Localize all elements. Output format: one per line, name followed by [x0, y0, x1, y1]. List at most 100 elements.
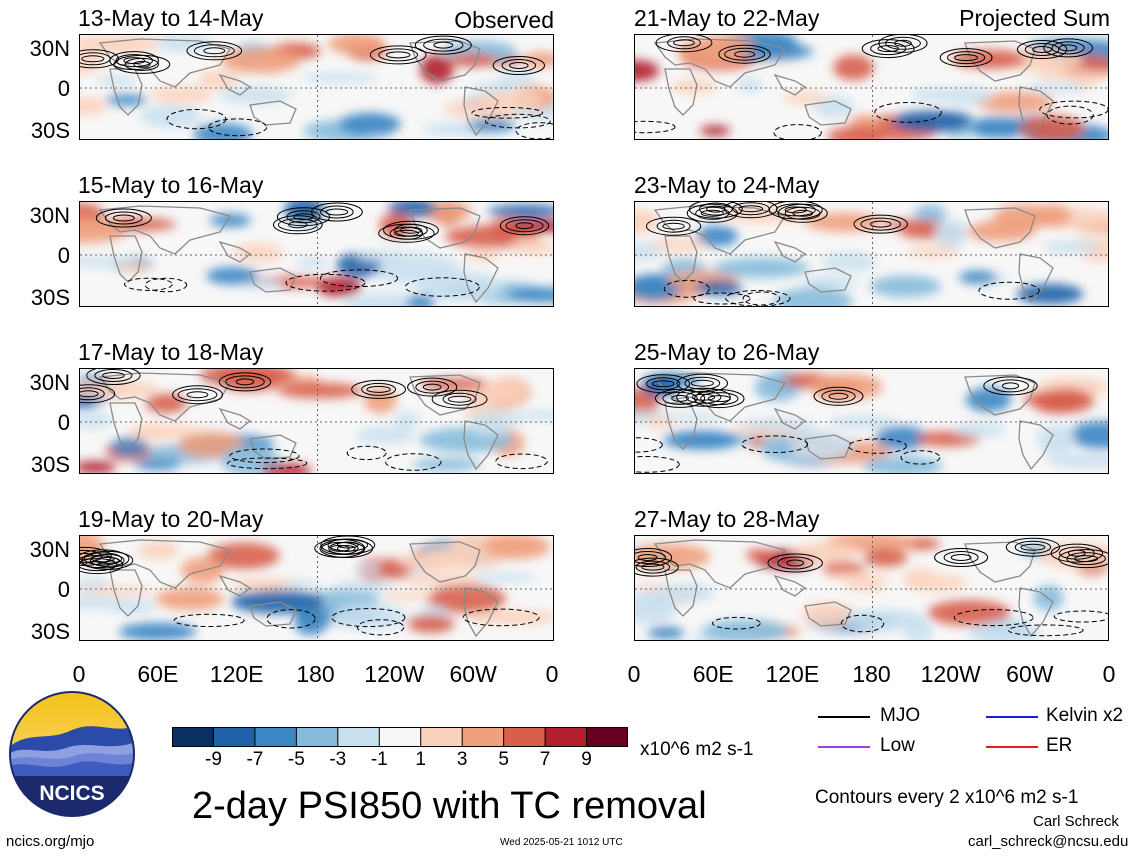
email[interactable]: carl_schreck@ncsu.edu — [968, 833, 1129, 850]
colorbar-tick-label: 9 — [581, 749, 592, 770]
x-tick-label: 120E — [209, 661, 264, 687]
mjo-contour — [104, 211, 143, 225]
mjo-contour — [366, 385, 391, 393]
mjo-contour — [877, 45, 899, 53]
colorbar-swatch — [586, 727, 628, 747]
mjo-contour-negative — [1053, 610, 1108, 623]
anomaly-blob — [328, 35, 386, 55]
anomaly-blob — [218, 86, 294, 104]
mjo-contour — [80, 558, 117, 572]
legend-label-er: ER — [1046, 735, 1073, 756]
anomaly-blob — [480, 379, 528, 404]
colorbar-swatch — [462, 727, 505, 747]
mjo-contour — [385, 51, 411, 59]
y-tick-0: 0 — [57, 76, 70, 101]
mjo-contour — [80, 549, 103, 563]
map-svg — [635, 369, 1108, 473]
mjo-contour — [662, 222, 685, 230]
mjo-contour — [786, 559, 805, 567]
anomaly-blob — [397, 552, 472, 570]
anomaly-field — [635, 203, 1108, 306]
coastline — [1018, 86, 1054, 137]
panel-title-6: 25-May to 26-May — [634, 339, 820, 365]
anomaly-blob — [80, 412, 114, 429]
panel-title-5: 17-May to 18-May — [78, 339, 264, 365]
mjo-contour — [939, 48, 993, 68]
mjo-contour — [102, 372, 125, 379]
mjo-contour — [1032, 46, 1053, 53]
mjo-contour — [112, 214, 135, 222]
legend-label-mjo: MJO — [880, 705, 921, 726]
map-panel — [79, 368, 554, 474]
anomaly-blob — [773, 287, 853, 306]
mjo-contour — [431, 389, 488, 409]
mjo-contour — [407, 377, 458, 397]
mjo-contour — [700, 392, 739, 406]
mjo-contour — [1059, 546, 1095, 560]
anomaly-field — [635, 536, 1108, 640]
anomaly-blob — [206, 266, 259, 285]
site-link[interactable]: ncics.org/mjo — [6, 833, 95, 850]
anomaly-blob — [822, 562, 866, 576]
mjo-contour — [80, 555, 124, 575]
coastline — [409, 374, 481, 416]
anomaly-blob — [140, 105, 202, 128]
mjo-contour-negative — [173, 613, 245, 628]
anomaly-blob — [407, 615, 455, 633]
mjo-contour — [94, 369, 133, 382]
anomaly-blob — [142, 424, 207, 438]
mjo-contour — [646, 377, 681, 391]
map-svg — [635, 536, 1108, 640]
mjo-contour-negative — [978, 281, 1040, 300]
anomaly-blob — [80, 35, 163, 54]
mjo-contour — [947, 51, 986, 65]
map-svg — [80, 369, 553, 473]
mjo-contour-negative — [515, 122, 553, 139]
coastline — [218, 240, 252, 263]
colorbar-tick-label: -9 — [205, 749, 222, 770]
mjo-contour — [442, 392, 477, 406]
mjo-contour — [320, 205, 354, 219]
anomaly-blob — [875, 426, 928, 450]
mjo-contour — [328, 542, 365, 555]
anomaly-blob — [801, 601, 855, 628]
mjo-contour — [1066, 552, 1106, 566]
anomaly-blob — [1068, 421, 1108, 449]
coastline — [249, 100, 297, 126]
mjo-contour — [225, 375, 265, 389]
mjo-contour — [992, 379, 1029, 393]
mjo-contour — [378, 48, 419, 62]
anomaly-blob — [802, 276, 858, 289]
mjo-contour — [738, 205, 764, 213]
panel-tag-observed: Observed — [454, 7, 554, 33]
mjo-contour — [86, 369, 141, 385]
anomaly-blob — [1037, 424, 1076, 455]
legend-label-low: Low — [880, 735, 915, 756]
main-title: 2-day PSI850 with TC removal — [192, 785, 707, 827]
mjo-contour — [718, 44, 771, 64]
anomaly-blob — [1042, 240, 1101, 254]
anomaly-blob — [403, 573, 478, 587]
anomaly-blob — [300, 72, 379, 83]
anomaly-blob — [903, 574, 968, 592]
mjo-contour-negative — [462, 608, 540, 627]
mjo-contour — [878, 35, 928, 53]
anomaly-blob — [953, 422, 1007, 438]
mjo-contour-negative — [227, 457, 308, 470]
anomaly-blob — [906, 246, 960, 258]
anomaly-blob — [80, 380, 160, 399]
mjo-contour — [433, 41, 454, 49]
anomaly-blob — [914, 204, 947, 224]
mjo-contour-negative — [1007, 624, 1084, 637]
coastline — [463, 420, 499, 471]
coastline — [463, 253, 499, 304]
mjo-contour — [777, 556, 814, 570]
mjo-contour-negative — [385, 453, 442, 471]
mjo-contour-negative — [773, 124, 822, 139]
colorbar-swatch — [254, 727, 297, 747]
mjo-contour-negative — [712, 616, 761, 630]
mjo-contour — [656, 219, 691, 233]
anomaly-blob — [1046, 453, 1108, 468]
y-tick-0: 0 — [57, 243, 70, 268]
mjo-contour — [492, 56, 545, 75]
